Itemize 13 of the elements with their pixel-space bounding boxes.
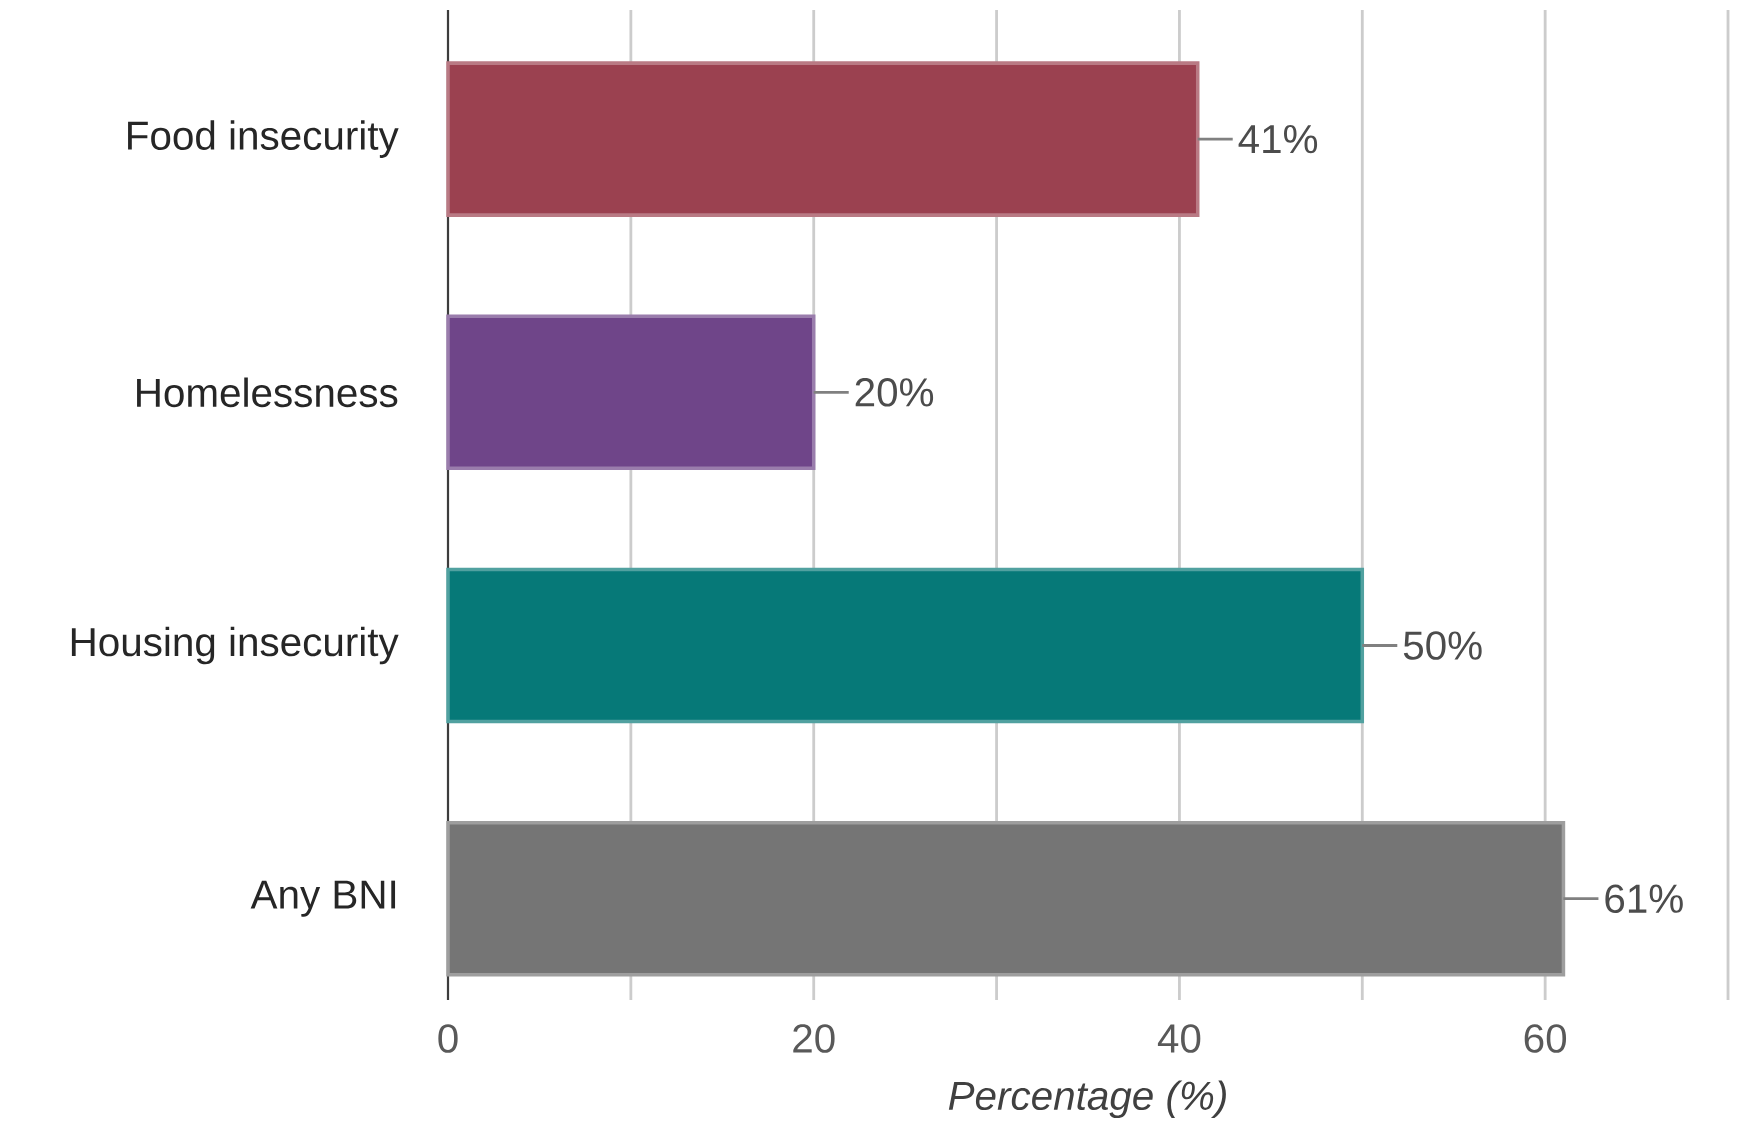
data-label: 20%: [855, 378, 934, 407]
x-axis-title: Percentage (%): [948, 1080, 1226, 1119]
y-tick-label: Any BNI: [250, 880, 396, 917]
y-tick-label: Food insecurity: [128, 120, 399, 158]
x-tick-label: 40: [1157, 1024, 1201, 1053]
data-label: 61%: [1605, 884, 1683, 914]
data-label: 50%: [1403, 631, 1482, 660]
x-tick-label: 60: [1524, 1024, 1567, 1053]
x-tick-label: 0: [438, 1024, 458, 1053]
data-label: 41%: [1238, 124, 1318, 154]
y-tick-label: Homelessness: [137, 377, 398, 408]
y-tick-label: Housing insecurity: [71, 626, 399, 665]
x-tick-label: 20: [793, 1024, 835, 1053]
